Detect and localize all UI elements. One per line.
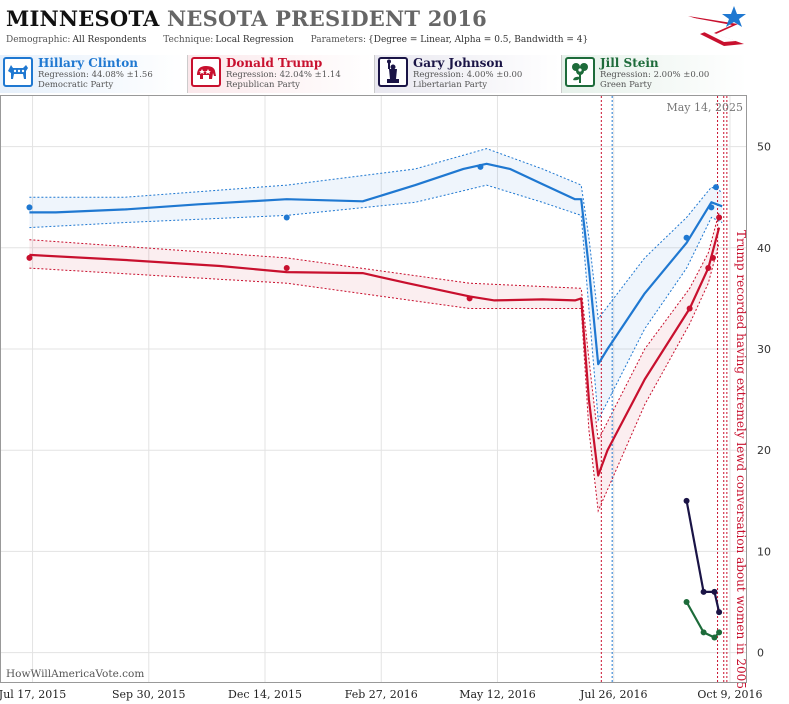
rose-icon [565,57,595,87]
title-state: MINNESOTA [6,6,160,31]
y-tick-label: 50 [757,141,771,154]
confidence-band [29,212,720,511]
trend-line [29,162,723,366]
y-tick-label: 40 [757,242,771,255]
poll-point [26,254,33,261]
parameters-label: Parameters: [310,35,367,45]
x-tick-label: Dec 14, 2015 [228,688,302,701]
candidate-party: Libertarian Party [413,80,488,90]
poll-point [466,295,473,302]
x-tick-label: Jul 26, 2016 [579,688,648,701]
parameters-line: Demographic: All Respondents Technique: Lo… [6,35,588,45]
poll-point [708,204,715,211]
parameters-value: {Degree = Linear, Alpha = 0.5, Bandwidth… [368,35,589,45]
elephant-icon [191,57,221,87]
plot-frame [0,95,747,683]
demographic-label: Demographic: [6,35,71,45]
band-lower-line [29,242,720,513]
poll-point [709,254,716,261]
candidate-name: Gary Johnson [413,56,504,70]
page-title: MINNESOTA NESOTA PRESIDENT 2016 [6,6,487,31]
x-tick-label: Jul 17, 2015 [0,688,66,701]
trend-line [685,500,721,613]
poll-point [683,497,690,504]
y-tick-label: 10 [757,545,771,558]
candidate-card-stein: Jill Stein Regression: 2.00% ±0.00 Green… [561,55,747,93]
poll-point [705,265,712,272]
band-upper-line [29,148,723,320]
poll-point [683,234,690,241]
poll-point [711,588,718,595]
candidate-regression: Regression: 44.08% ±1.56 [38,70,153,80]
candidate-name: Jill Stein [600,56,659,70]
candidate-card-johnson: Gary Johnson Regression: 4.00% ±0.00 Lib… [374,55,560,93]
x-tick-label: May 12, 2016 [459,688,536,701]
x-tick-label: Sep 30, 2015 [112,688,186,701]
watermark: HowWillAmericaVote.com [6,668,145,680]
candidate-name: Donald Trump [226,56,323,70]
poll-point [477,163,484,170]
technique-label: Technique: [163,35,214,45]
band-upper-line [29,212,720,442]
poll-point [686,305,693,312]
poll-point [716,609,723,616]
y-tick-label: 20 [757,444,771,457]
poll-point [711,634,718,641]
title-rest: NESOTA PRESIDENT 2016 [167,6,487,31]
technique-value: Local Regression [215,35,294,45]
y-tick-label: 30 [757,343,771,356]
poll-point [716,629,723,636]
x-tick-label: Oct 9, 2016 [697,688,762,701]
candidate-regression: Regression: 2.00% ±0.00 [600,70,710,80]
x-tick-label: Feb 27, 2016 [345,688,418,701]
confidence-band [29,148,723,420]
trend-line [29,227,721,477]
poll-point [683,599,690,606]
poll-point [716,214,723,221]
candidate-card-trump: Donald Trump Regression: 42.04% ±1.14 Re… [187,55,373,93]
candidate-name: Hillary Clinton [38,56,138,70]
statue-of-liberty-icon [378,57,408,87]
candidate-regression: Regression: 42.04% ±1.14 [226,70,341,80]
y-tick-label: 0 [757,647,764,660]
poll-point [700,629,707,636]
candidate-regression: Regression: 4.00% ±0.00 [413,70,523,80]
site-logo-icon [688,6,746,46]
poll-point [283,265,290,272]
event-annotation: Trump recorded having extremely lewd con… [734,230,748,689]
poll-point [26,204,33,211]
donkey-icon [3,57,33,87]
poll-point [713,184,720,191]
demographic-value: All Respondents [72,35,147,45]
poll-point [283,214,290,221]
trend-line [685,601,720,639]
candidate-party: Republican Party [226,80,300,90]
candidate-party: Green Party [600,80,652,90]
candidate-party: Democratic Party [38,80,114,90]
date-label: May 14, 2025 [666,101,743,114]
poll-point [700,588,707,595]
candidate-card-clinton: Hillary Clinton Regression: 44.08% ±1.56… [0,55,185,93]
